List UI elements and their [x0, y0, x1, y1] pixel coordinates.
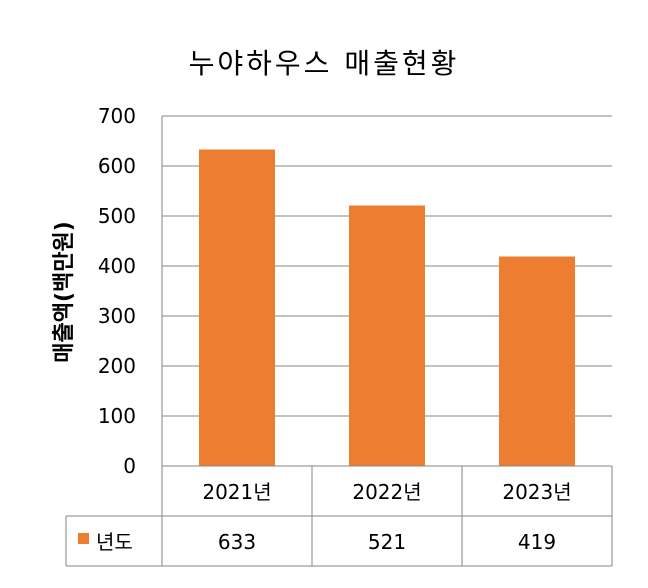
y-tick-label: 100 — [98, 404, 136, 428]
y-tick-label: 500 — [98, 204, 136, 228]
y-tick-label: 200 — [98, 354, 136, 378]
data-table: 2021년 633 2022년 521 2023년 419 년도 — [65, 465, 613, 567]
category-label: 2022년 — [352, 480, 421, 504]
bars — [199, 149, 575, 466]
bar — [499, 256, 575, 466]
chart-title: 누야하우스 매출현황 — [189, 47, 460, 80]
legend-swatch — [78, 533, 89, 544]
category-label: 2023년 — [502, 480, 571, 504]
y-tick-label: 700 — [98, 104, 136, 128]
y-tick-label: 600 — [98, 154, 136, 178]
y-axis-ticks: 0 100 200 300 400 500 600 700 — [98, 104, 136, 478]
legend-label: 년도 — [96, 530, 133, 554]
data-value-label: 633 — [218, 530, 256, 554]
data-value-label: 419 — [518, 530, 556, 554]
bar — [199, 149, 275, 466]
y-tick-label: 400 — [98, 254, 136, 278]
y-tick-label: 0 — [123, 454, 136, 478]
data-value-label: 521 — [368, 530, 406, 554]
y-tick-label: 300 — [98, 304, 136, 328]
bar — [349, 205, 425, 466]
y-axis-title: 매출액(백만원) — [52, 221, 77, 363]
category-label: 2021년 — [202, 480, 271, 504]
